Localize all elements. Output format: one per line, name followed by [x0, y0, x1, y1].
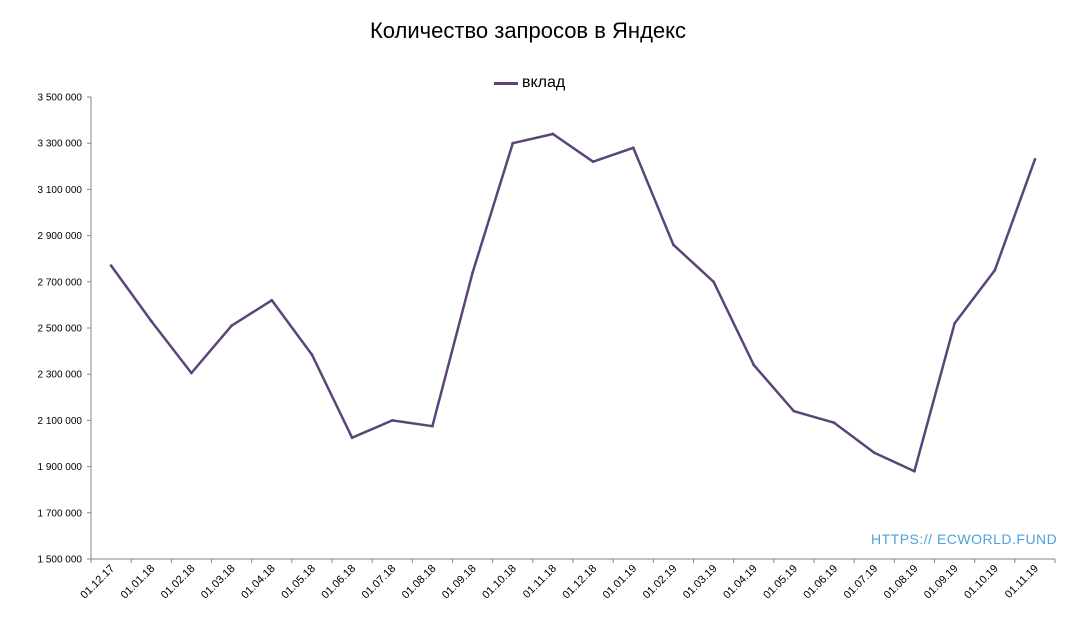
x-tick-label: 01.02.18 [159, 563, 198, 602]
y-axis-ticks: 1 500 000 1 700 000 1 900 000 2 100 000 2 30… [38, 93, 91, 566]
y-tick-label: 3 500 000 [38, 93, 83, 104]
legend: вклад [494, 73, 565, 93]
x-tick-label: 01.08.18 [400, 563, 439, 602]
x-tick-label: 01.12.17 [78, 563, 117, 602]
x-tick-label: 01.05.18 [279, 563, 318, 602]
data-point [752, 363, 756, 367]
data-point [591, 160, 595, 164]
x-tick-label: 01.03.19 [681, 563, 720, 602]
data-point [471, 271, 474, 274]
data-point [511, 141, 515, 145]
data-point [953, 321, 956, 325]
y-tick-label: 1 500 000 [38, 555, 83, 566]
data-point [149, 319, 153, 323]
y-tick-label: 2 500 000 [38, 324, 83, 335]
y-tick-label: 2 900 000 [38, 231, 83, 242]
y-tick-label: 2 300 000 [38, 370, 83, 381]
x-tick-label: 01.06.18 [319, 563, 358, 602]
data-point [551, 132, 555, 136]
data-point [109, 264, 113, 268]
y-tick-label: 1 700 000 [38, 508, 83, 519]
x-tick-label: 01.07.19 [842, 563, 881, 602]
legend-swatch [494, 81, 518, 85]
x-tick-label: 01.04.18 [239, 563, 278, 602]
data-point [913, 469, 916, 473]
x-tick-label: 01.10.18 [480, 563, 519, 602]
x-tick-label: 01.10.19 [962, 563, 1001, 602]
data-point [832, 421, 836, 425]
series-layer [109, 132, 1037, 473]
data-point [672, 243, 675, 247]
x-tick-label: 01.01.19 [601, 563, 640, 602]
x-tick-label: 01.12.18 [560, 563, 599, 602]
legend-label: вклад [522, 74, 566, 91]
data-point [1033, 157, 1037, 161]
axes [90, 97, 1055, 560]
x-tick-label: 01.11.18 [521, 563, 559, 601]
data-point [993, 268, 997, 272]
x-tick-label: 01.05.19 [761, 563, 800, 602]
data-point [270, 298, 274, 302]
y-tick-label: 1 900 000 [38, 462, 83, 473]
y-tick-label: 3 100 000 [38, 185, 83, 196]
y-tick-label: 2 700 000 [38, 277, 83, 288]
x-tick-label: 01.02.19 [641, 563, 680, 602]
data-point [431, 424, 434, 428]
x-tick-label: 01.04.19 [721, 563, 760, 602]
data-point [712, 280, 715, 284]
x-axis-ticks: 01.12.17 01.01.18 01.02.18 01.03.18 01.04.18… [78, 559, 1056, 602]
data-point [390, 419, 394, 422]
chart-title: Количество запросов в Яндекс [369, 18, 687, 43]
data-point [872, 451, 876, 455]
series-line-0 [110, 132, 1037, 473]
x-tick-label: 01.07.18 [360, 563, 399, 602]
data-point [792, 409, 796, 413]
x-tick-label: 01.11.19 [1003, 563, 1041, 601]
data-point [350, 436, 354, 440]
x-tick-label: 01.01.18 [119, 563, 158, 602]
watermark: HTTPS:// ECWORLD.FUND [871, 531, 1058, 547]
y-tick-label: 3 300 000 [38, 139, 83, 150]
data-point [230, 324, 233, 328]
x-tick-label: 01.09.19 [922, 563, 961, 602]
data-point [310, 353, 314, 356]
y-tick-label: 2 100 000 [38, 416, 83, 427]
data-point [631, 146, 635, 150]
data-point [190, 371, 193, 375]
x-tick-label: 01.06.19 [801, 563, 840, 602]
x-tick-label: 01.03.18 [199, 563, 238, 602]
x-tick-label: 01.09.18 [440, 563, 479, 602]
x-tick-label: 01.08.19 [882, 563, 921, 602]
